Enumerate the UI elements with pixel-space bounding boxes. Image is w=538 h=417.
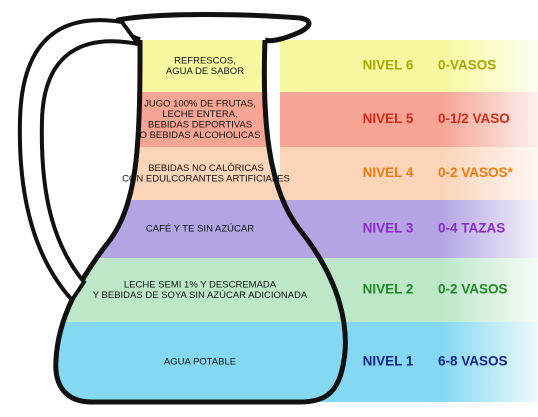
level-label: NIVEL 4 bbox=[363, 165, 414, 180]
jug-rim bbox=[113, 12, 312, 44]
description: AGUA POTABLE bbox=[164, 357, 236, 368]
description: LECHE ENTERA, bbox=[162, 109, 238, 120]
labels: REFRESCOS,AGUA DE SABOR NIVEL 6 0-VASOS JUG… bbox=[93, 55, 514, 368]
description: BEBIDAS NO CALÓRICAS bbox=[148, 163, 264, 174]
fade bbox=[270, 40, 538, 402]
amount: 0-2 VASOS bbox=[438, 282, 508, 297]
description: JUGO 100% DE FRUTAS, bbox=[144, 98, 256, 109]
amount: 6-8 VASOS bbox=[438, 354, 508, 369]
amount: 0-1/2 VASO bbox=[438, 111, 510, 126]
description: BEBIDAS DEPORTIVAS bbox=[148, 119, 252, 130]
description: O BEBIDAS ALCOHOLICAS bbox=[140, 130, 261, 141]
jug-body bbox=[53, 39, 348, 405]
description: CON EDULCORANTES ARTIFICIALES bbox=[122, 173, 290, 184]
description: LECHE SEMI 1% Y DESCREMADA bbox=[124, 279, 277, 290]
jug-handle bbox=[17, 18, 143, 304]
level-label: NIVEL 5 bbox=[363, 111, 414, 126]
description: Y BEBIDAS DE SOYA SIN AZÚCAR ADICIONADA bbox=[93, 290, 308, 301]
description: CAFÉ Y TE SIN AZÚCAR bbox=[146, 224, 254, 235]
level-label: NIVEL 1 bbox=[363, 354, 414, 369]
level-label: NIVEL 2 bbox=[363, 282, 414, 297]
level-label: NIVEL 6 bbox=[363, 58, 414, 73]
amount: 0-VASOS bbox=[438, 58, 496, 73]
description: REFRESCOS, bbox=[174, 55, 236, 66]
amount: 0-4 TAZAS bbox=[438, 221, 505, 236]
amount: 0-2 VASOS* bbox=[438, 165, 514, 180]
description: AGUA DE SABOR bbox=[166, 66, 244, 77]
level-label: NIVEL 3 bbox=[363, 221, 414, 236]
